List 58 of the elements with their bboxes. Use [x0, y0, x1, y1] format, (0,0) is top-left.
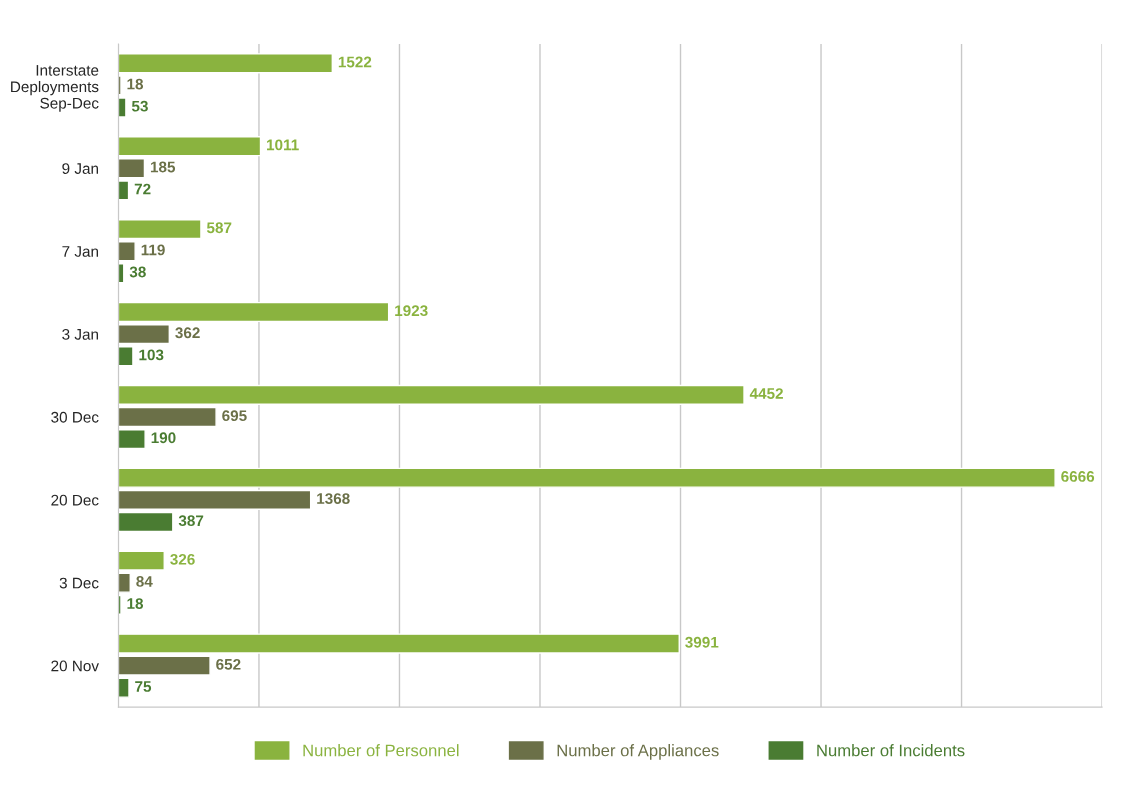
bar [118, 180, 130, 201]
data-label: 119 [141, 244, 165, 256]
data-label: 652 [216, 658, 241, 670]
y-tick-label: 30 Dec [51, 411, 99, 423]
bar [118, 511, 174, 533]
data-label: 1923 [395, 305, 428, 317]
data-label: 103 [139, 349, 164, 361]
legend-label: Number of Appliances [557, 744, 719, 760]
bar [118, 75, 122, 96]
bar [118, 467, 1056, 488]
bar [118, 301, 390, 323]
bar [118, 572, 131, 593]
data-label: 72 [134, 183, 151, 195]
bar [118, 428, 146, 450]
bar [118, 323, 171, 345]
data-label: 387 [178, 515, 204, 527]
y-tick-label: 3 Jan [62, 328, 99, 340]
data-label: 1522 [338, 56, 372, 68]
data-label: 18 [127, 78, 144, 90]
data-label: 587 [206, 222, 232, 234]
bar [118, 53, 334, 74]
legend-label: Number of Personnel [303, 744, 459, 757]
bar [118, 136, 262, 157]
data-label: 326 [170, 553, 195, 565]
bar [118, 218, 202, 240]
data-label: 1011 [267, 139, 299, 151]
bar [118, 384, 745, 405]
data-label: 362 [175, 327, 200, 339]
y-tick-label: 9 Jan [62, 163, 99, 174]
data-label: 6666 [1061, 471, 1095, 482]
bar [118, 241, 136, 262]
data-label: 38 [129, 266, 146, 278]
bar [118, 406, 217, 428]
bar [118, 655, 211, 676]
data-label: 84 [136, 576, 153, 587]
bar [118, 158, 146, 179]
bar [118, 97, 127, 118]
bar [118, 346, 134, 367]
data-label: 190 [151, 432, 176, 444]
data-label: 18 [127, 598, 144, 609]
data-label: 185 [150, 161, 176, 173]
data-label: 1368 [317, 493, 350, 504]
data-label: 53 [131, 100, 148, 112]
legend-label: Number of Incidents [817, 744, 965, 757]
y-tick-label: 20 Dec [51, 494, 99, 506]
bar [118, 550, 165, 571]
data-label: 4452 [749, 388, 783, 399]
y-tick-label: Interstate Deployments Sep-Dec [11, 65, 99, 112]
data-label: 3991 [685, 636, 719, 648]
data-label: 75 [135, 681, 152, 692]
y-tick-label: 7 Jan [62, 246, 99, 257]
bar [118, 489, 312, 510]
bar [118, 594, 122, 615]
y-tick-label: 20 Nov [51, 660, 99, 672]
data-label: 695 [222, 410, 247, 422]
bar [118, 677, 130, 698]
bar [118, 633, 680, 654]
y-tick-label: 3 Dec [59, 577, 99, 589]
